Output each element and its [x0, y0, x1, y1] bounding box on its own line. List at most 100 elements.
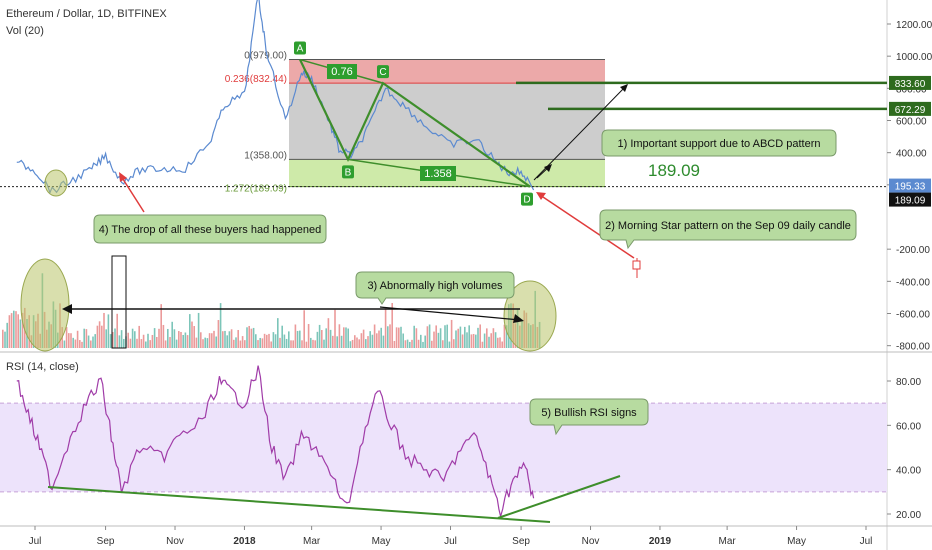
volume-bar: [244, 340, 246, 348]
time-tick-label: 2018: [233, 536, 256, 547]
callout-1-text: 1) Important support due to ABCD pattern: [617, 138, 820, 150]
volume-bar: [307, 324, 310, 348]
volume-bar: [497, 337, 499, 348]
callout-5: 5) Bullish RSI signs: [529, 398, 649, 436]
volume-bar: [292, 340, 294, 348]
time-tick-label: Jul: [860, 536, 873, 547]
volume-bar: [349, 341, 352, 348]
volume-bar: [387, 326, 389, 348]
abcd-point-label: C: [379, 67, 386, 78]
volume-bar: [105, 329, 107, 348]
volume-bar: [369, 331, 371, 348]
abcd-line: [299, 59, 531, 188]
abcd-point-badge: [342, 165, 354, 179]
callout-2-text: 2) Morning Star pattern on the Sep 09 da…: [605, 220, 851, 232]
volume-bar: [101, 325, 103, 348]
volume-bar: [446, 324, 448, 348]
callout-1-value: 189.09: [648, 161, 700, 180]
volume-bar: [2, 329, 4, 348]
volume-bar: [310, 337, 312, 348]
volume-bar: [10, 313, 13, 348]
volume-bar: [444, 325, 446, 348]
volume-bar: [98, 321, 101, 348]
volume-bar: [228, 331, 231, 348]
rsi-axis: 80.00 60.00 40.00 20.00: [887, 377, 921, 521]
callout-4-text: 4) The drop of all these buyers had happ…: [99, 224, 321, 236]
volume-bar: [435, 325, 437, 348]
price-tick-label: 1000.00: [896, 52, 932, 63]
volume-bar: [230, 329, 233, 348]
volume-bar: [72, 337, 74, 348]
volume-bar: [87, 335, 90, 348]
volume-bar: [437, 332, 440, 348]
volume-bar: [402, 333, 404, 348]
volume-bar: [426, 326, 429, 348]
volume-bar: [327, 318, 330, 348]
volume-bar: [15, 311, 17, 348]
volume-bar: [257, 340, 259, 348]
abcd-point-badge: [377, 65, 389, 79]
volume-bar: [448, 341, 451, 348]
volume-bar: [250, 328, 253, 348]
callout-1: 1) Important support due to ABCD pattern…: [601, 129, 837, 180]
rsi-trendlines: [47, 475, 621, 523]
volume-bar: [178, 331, 180, 348]
time-tick-label: Jul: [444, 536, 457, 547]
volume-bar: [134, 331, 136, 348]
volume-bar: [400, 326, 402, 348]
volume-bar: [74, 339, 77, 348]
time-tick-label: Jul: [29, 536, 42, 547]
volume-bar: [85, 329, 88, 348]
volume-bar: [358, 339, 360, 348]
volume-bar: [371, 334, 374, 348]
time-tick-label: May: [787, 536, 806, 547]
volume-bar: [202, 339, 204, 348]
volume-bar: [356, 337, 358, 348]
ratio-badge: [327, 64, 357, 79]
callout-2: 2) Morning Star pattern on the Sep 09 da…: [599, 209, 857, 250]
rsi-tick-label: 60.00: [896, 421, 921, 432]
price-flag-label: 189.09: [895, 196, 926, 207]
volume-bar: [424, 335, 426, 348]
volume-bar: [393, 340, 396, 348]
fib-level-label: 1(358.00): [244, 150, 287, 161]
volume-bar: [360, 333, 363, 348]
volume-bar: [184, 332, 187, 348]
volume-bar: [158, 328, 160, 348]
volume-bar: [120, 330, 123, 348]
volume-bar: [314, 340, 316, 348]
red-arrows: [119, 172, 641, 278]
volume-bar: [417, 339, 420, 348]
abcd-point-label: D: [523, 195, 530, 206]
price-flag: [889, 101, 931, 116]
volume-bar: [68, 333, 70, 348]
volume-arrows: [62, 255, 524, 349]
volume-bar: [274, 334, 277, 348]
abcd-pattern: A B C D 0.76 1.358: [294, 41, 533, 206]
volume-bar: [472, 333, 475, 348]
volume-bar: [483, 333, 486, 348]
callout-3-text: 3) Abnormally high volumes: [367, 280, 503, 292]
volume-bar: [13, 310, 15, 348]
volume-bar: [325, 328, 327, 348]
volume-bar: [406, 339, 409, 348]
volume-bar: [395, 327, 398, 348]
volume-bar: [248, 325, 250, 348]
volume-bar: [288, 331, 290, 348]
time-tick-label: Sep: [512, 536, 530, 547]
volume-bar: [283, 334, 286, 348]
fib-level-label: 1.272(189.09): [225, 184, 287, 195]
volume-bar: [156, 336, 158, 348]
volume-bar: [21, 312, 24, 348]
price-flag: [889, 178, 931, 193]
projection-arrows: [533, 84, 628, 181]
volume-bar: [439, 328, 442, 348]
volume-bar: [169, 337, 171, 348]
volume-bar: [197, 312, 200, 348]
volume-bar: [409, 341, 411, 348]
price-flags: 833.60 672.29 195.33 189.09: [889, 75, 931, 207]
volume-bar: [277, 318, 279, 348]
price-tick-label: 400.00: [896, 149, 927, 160]
volume-bar: [70, 333, 72, 348]
